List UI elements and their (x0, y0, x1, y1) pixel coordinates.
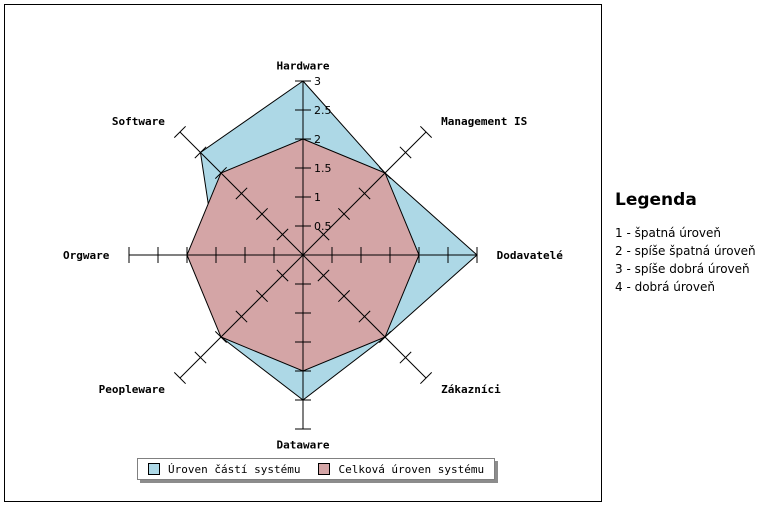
axis-tick (338, 207, 351, 220)
axis-label-2: Management IS (441, 115, 527, 128)
axis-label-8: Software (112, 115, 165, 128)
legend-swatch-series-2 (318, 463, 331, 475)
tick-label: 3 (314, 75, 321, 88)
tick-label: 0.5 (314, 220, 332, 233)
tick-label: 2 (314, 133, 321, 146)
legend-label-series-2: Celková úroven systému (338, 462, 485, 476)
axis-tick (379, 166, 392, 179)
axis-tick (358, 310, 371, 323)
axis-label-3: Dodavatelé (497, 249, 564, 262)
axis-tick (317, 269, 330, 282)
side-legend-item: 3 - spíše dobrá úroveň (615, 262, 750, 276)
legend-item-series-1: Úroven částí systému (148, 463, 300, 476)
axis-label-1: Hardware (277, 59, 330, 72)
legend-item-series-2: Celková úroven systému (318, 463, 484, 476)
axis-tick (255, 290, 268, 303)
chart-frame: Hardware Management IS Dodavatelé Zákazníci… (4, 4, 602, 502)
legend-swatch-series-1 (148, 463, 160, 475)
axis-tick (379, 331, 392, 344)
axis-tick (276, 228, 289, 241)
side-legend: Legenda 1 - špatná úroveň 2 - spíše špat… (615, 190, 771, 296)
axis-tick (420, 372, 433, 385)
axis-tick (235, 310, 248, 323)
axis-tick (214, 166, 227, 179)
radar-chart: Hardware Management IS Dodavatelé Zákazníci… (63, 59, 564, 452)
axis-tick (194, 351, 207, 364)
axis-tick (338, 290, 351, 303)
axis-label-6: Peopleware (99, 383, 166, 396)
axis-tick (317, 228, 330, 241)
side-legend-item: 2 - spíše špatná úroveň (615, 244, 756, 258)
axis-label-4: Zákazníci (441, 383, 501, 396)
tick-label: 1.5 (314, 162, 332, 175)
axis-tick (399, 146, 412, 159)
axis-tick (399, 351, 412, 364)
axis-tick (255, 207, 268, 220)
tick-label: 1 (314, 191, 321, 204)
side-legend-item: 1 - špatná úroveň (615, 226, 722, 240)
axis-tick (420, 125, 433, 138)
chart-legend: Úroven částí systému Celková úroven syst… (137, 458, 496, 480)
side-legend-item: 4 - dobrá úroveň (615, 280, 715, 294)
axis-tick (235, 187, 248, 200)
axis-label-7: Orgware (63, 249, 110, 262)
axis-tick (173, 372, 186, 385)
axis-tick (358, 187, 371, 200)
legend-label-series-1: Úroven částí systému (168, 462, 301, 476)
axis-tick (173, 125, 186, 138)
side-legend-title: Legenda (615, 190, 697, 210)
tick-label: 2.5 (314, 104, 332, 117)
axis-tick (276, 269, 289, 282)
axis-tick (194, 146, 207, 159)
axis-tick (214, 331, 227, 344)
axis-label-5: Dataware (277, 439, 330, 452)
side-legend-list: 1 - špatná úroveň 2 - spíše špatná úrove… (615, 224, 771, 296)
